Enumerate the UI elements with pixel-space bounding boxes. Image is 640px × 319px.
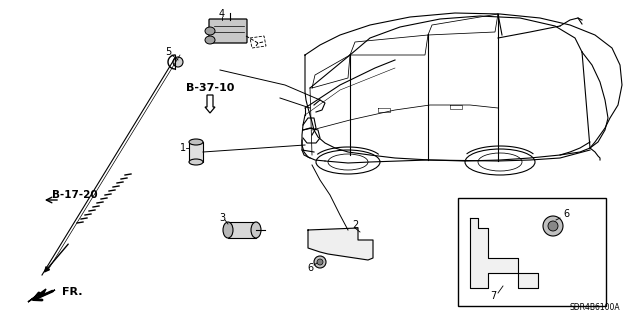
- Text: SDR4B6100A: SDR4B6100A: [570, 303, 620, 312]
- Polygon shape: [28, 289, 55, 302]
- Bar: [189, 142, 203, 162]
- Text: 6: 6: [307, 263, 313, 273]
- Ellipse shape: [173, 57, 183, 67]
- Text: 1: 1: [180, 143, 186, 153]
- Bar: [228, 222, 256, 238]
- Text: FR.: FR.: [61, 287, 83, 297]
- Text: 7: 7: [490, 291, 496, 301]
- Circle shape: [314, 256, 326, 268]
- Text: 4: 4: [219, 9, 225, 19]
- Text: B-37-10: B-37-10: [186, 83, 234, 93]
- Bar: [458, 198, 606, 306]
- Ellipse shape: [251, 222, 261, 238]
- Text: B-17-20: B-17-20: [52, 190, 98, 200]
- Text: 6: 6: [563, 209, 569, 219]
- Text: 5: 5: [165, 47, 171, 57]
- Ellipse shape: [223, 222, 233, 238]
- Circle shape: [548, 221, 558, 231]
- FancyBboxPatch shape: [209, 19, 247, 43]
- Polygon shape: [308, 228, 373, 260]
- Ellipse shape: [189, 139, 203, 145]
- Polygon shape: [470, 218, 538, 288]
- Text: 2: 2: [352, 220, 358, 230]
- Ellipse shape: [205, 27, 215, 35]
- Ellipse shape: [205, 36, 215, 44]
- Circle shape: [317, 259, 323, 265]
- Polygon shape: [250, 36, 266, 48]
- Text: 3: 3: [219, 213, 225, 223]
- Ellipse shape: [189, 159, 203, 165]
- Circle shape: [543, 216, 563, 236]
